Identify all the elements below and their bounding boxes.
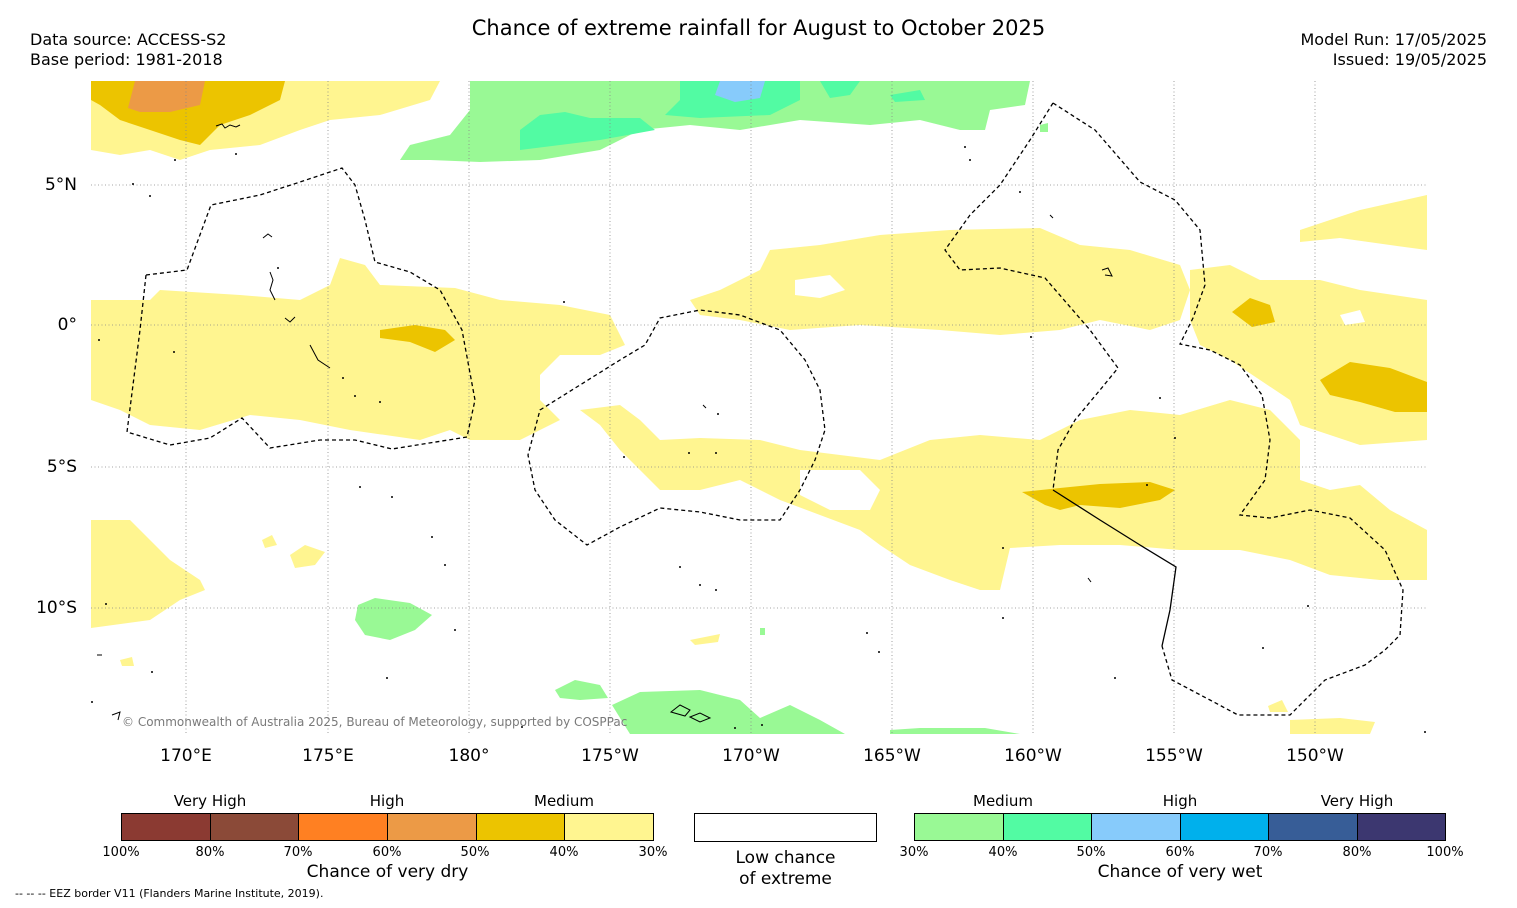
wet-swatch-2 [1003,814,1092,840]
eez-solid-border [1052,489,1177,647]
wet-swatch-6 [1357,814,1445,840]
dry-swatch-4 [388,814,477,840]
wet-region-south-1 [555,680,608,700]
gridlines [91,81,1427,734]
islands [97,123,1113,723]
issued-label: Issued: 19/05/2025 [1332,50,1487,69]
dry-tick-30: 30% [638,845,668,860]
low-chance-label: Low chance of extreme [694,848,877,890]
dry-region-central [690,228,1190,335]
dry-region-west-equator [91,258,625,440]
wet-tick-50: 50% [1076,845,1106,860]
dry-tick-70: 70% [283,845,313,860]
lon-label-155w: 155°W [1145,746,1203,766]
wet-tick-30: 30% [899,845,929,860]
probability-shading [91,81,1427,734]
lat-label-0: 0° [57,315,77,335]
low-chance-line1: Low chance [735,848,836,868]
dry-colorbar [121,813,654,841]
lon-label-175w: 175°W [581,746,639,766]
dry-tick-40: 40% [549,845,579,860]
header-right: Model Run: 17/05/2025 Issued: 19/05/2025 [1301,30,1488,70]
lon-label-170w: 170°W [722,746,780,766]
lon-label-170e: 170°E [160,746,212,766]
dry-swatch-1 [122,814,211,840]
header-left: Data source: ACCESS-S2 Base period: 1981… [30,30,226,70]
copyright-notice: © Commonwealth of Australia 2025, Bureau… [122,715,628,729]
dry-region-west-equator-medium [380,325,455,352]
wet-region-north-high [715,81,765,102]
dry-legend-title: Chance of very dry [306,862,469,882]
lat-label-5s: 5°S [46,457,77,477]
wet-tick-100: 100% [1426,845,1464,860]
dry-tick-60: 60% [372,845,402,860]
dry-tick-50: 50% [460,845,490,860]
low-chance-swatch [694,813,877,842]
dry-swatch-2 [210,814,300,840]
data-source-label: Data source: ACCESS-S2 [30,30,227,49]
dry-region-south-central [580,400,1427,590]
wet-tick-60: 60% [1165,845,1195,860]
lat-label-10s: 10°S [36,598,77,618]
wet-region-south-3 [890,728,1020,734]
eez-border-note: -- -- -- EEZ border V11 (Flanders Marine… [15,887,324,900]
dry-swatch-6 [565,814,654,840]
wet-region-north-3 [820,81,860,98]
wet-legend-title: Chance of very wet [1097,862,1263,882]
dry-region-se-bottom [1290,718,1375,734]
wet-cat-high: High [1162,792,1198,810]
dry-region-south-central-medium [1022,482,1175,510]
dry-swatch-3 [299,814,389,840]
page-title: Chance of extreme rainfall for August to… [471,16,1046,40]
model-run-label: Model Run: 17/05/2025 [1300,30,1488,49]
base-period-label: Base period: 1981-2018 [30,50,223,69]
low-region-1 [800,470,880,510]
lon-label-160w: 160°W [1004,746,1062,766]
wet-region-south-2 [612,690,845,734]
low-chance-line2: of extreme [739,869,832,889]
dry-cat-high: High [369,792,405,810]
wet-colorbar [914,813,1446,841]
wet-cat-very-high: Very High [1320,792,1394,810]
dry-swatch-5 [476,814,566,840]
dry-tick-100: 100% [102,845,140,860]
eez-borders [126,102,1404,716]
wet-region-north-medium-2 [520,112,655,150]
lon-label-165w: 165°W [863,746,921,766]
dry-region-sw-3 [262,535,277,548]
dry-region-east-ne [1300,195,1427,250]
dry-region-south-2 [690,634,720,645]
wet-region-north-4 [890,90,925,102]
wet-region-dot-2 [1040,123,1048,132]
wet-swatch-1 [915,814,1004,840]
dry-tick-80: 80% [195,845,225,860]
dry-region-sw-2 [290,545,325,568]
island-dots [91,146,1426,733]
dry-region-sw-dot [120,657,134,666]
lon-label-180: 180° [448,746,490,766]
dry-region-east-medium [1320,362,1427,412]
wet-tick-70: 70% [1253,845,1283,860]
dry-cat-medium: Medium [534,792,594,810]
dry-cat-very-high: Very High [173,792,247,810]
lon-label-175e: 175°E [302,746,354,766]
dry-region-sw [91,520,205,628]
low-region-2 [795,275,845,298]
wet-swatch-4 [1180,814,1269,840]
lat-label-5n: 5°N [44,175,77,195]
low-region-3 [1340,310,1365,325]
wet-tick-40: 40% [988,845,1018,860]
wet-region-dot [760,628,765,635]
wet-tick-80: 80% [1342,845,1372,860]
dry-region-east-medium-2 [1232,298,1275,327]
wet-region-sw [355,598,432,640]
dry-region-se-bottom-2 [1268,700,1288,712]
wet-swatch-5 [1269,814,1358,840]
lon-label-150w: 150°W [1286,746,1344,766]
wet-swatch-3 [1092,814,1181,840]
wet-cat-medium: Medium [973,792,1033,810]
